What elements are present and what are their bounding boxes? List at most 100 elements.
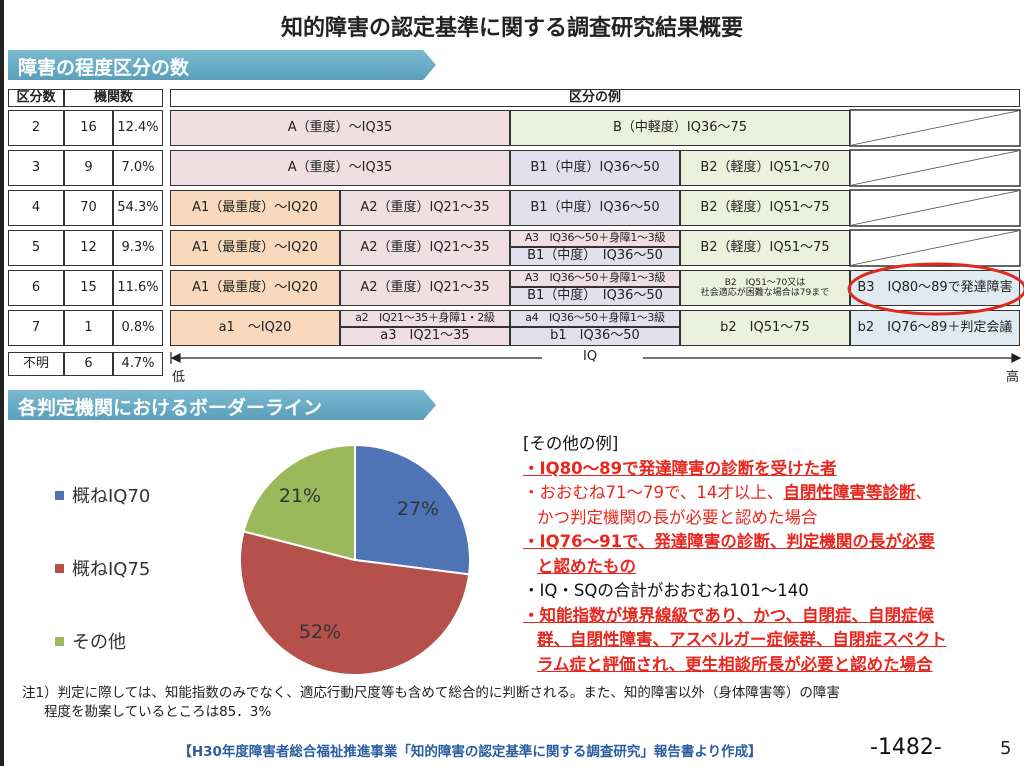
pie-legend: 概ねIQ70 概ねIQ75 その他 [55,482,150,654]
cell-b2-lower: b2 IQ51～75 [680,310,850,346]
axis-label-iq: IQ [583,349,598,364]
highlight-circle [847,262,1024,316]
cell-a3: A3 IQ36～50＋身障1～3級 [510,230,680,247]
row-count: 7 [8,310,64,346]
cell-a3-lower: a3 IQ21～35 [340,327,510,346]
page-number: 5 [1000,738,1012,759]
example-5-cont: 群、自閉性障害、アスペルガー症候群、自閉症スペクト [537,630,947,649]
cell-b1: B1（中度） IQ36～50 [510,287,680,306]
page-title: 知的障害の認定基準に関する調査研究結果概要 [280,16,743,41]
example-2-comma: 、 [915,483,932,502]
cell-a1: A1（最重度）～IQ20 [170,230,340,266]
cell-b2-line2: 社会適応が困難な場合は79まで [700,288,830,298]
cell-a1: A1（最重度）～IQ20 [170,190,340,226]
row-count: 5 [8,230,64,266]
row-agencies: 9 [64,150,113,186]
example-1: ・IQ80～89で発達障害の診断を受けた者 [523,458,837,478]
pie-chart: 27% 52% 21% [239,443,471,677]
row-percent: 54.3% [113,190,163,226]
cell-a1-lower: a1 ～IQ20 [170,310,340,346]
example-2-cont: かつ判定機関の長が必要と認めた場合 [537,507,818,527]
cell-b2: B2（軽度）IQ51～75 [680,230,850,266]
cell-b1: B1（中度）IQ36～50 [510,150,680,186]
table-overlay [170,109,1024,364]
legend-swatch [55,490,64,500]
example-5-cont2: ラム症と評価され、更生相談所長が必要と認めた場合 [537,654,933,674]
axis-low: 低 [172,370,186,385]
row-percent: 7.0% [113,150,163,186]
page-stamp: -1482- [870,735,942,760]
legend-swatch [55,636,64,646]
header-count: 区分数 [8,89,64,107]
row-agencies: 16 [64,110,113,146]
legend-label: その他 [72,632,126,653]
example-2-underlined: 自閉性障害等診断 [783,483,916,502]
row-agencies: 15 [64,270,113,306]
cell-a1: A1（最重度）～IQ20 [170,270,340,306]
cell-b2: B2 IQ51～70又は 社会適応が困難な場合は79まで [680,270,850,306]
row-percent: 0.8% [113,310,163,346]
pie-label: 52% [299,621,341,643]
row-agencies: 70 [64,190,113,226]
header-examples: 区分の例 [170,89,1020,107]
section-header-borderline: 各判定機関におけるボーダーライン [8,390,436,420]
example-3: ・IQ76～91で、発達障害の診断、判定機関の長が必要 [523,532,935,551]
pie-label: 27% [397,498,439,520]
footnote: 注1）判定に際しては、知能指数のみでなく、適応行動尺度等も含めて総合的に判断され… [22,684,840,722]
row-agencies: 1 [64,310,113,346]
row-percent: 11.6% [113,270,163,306]
row-agencies: 12 [64,230,113,266]
iq-axis-arrow [170,352,1022,364]
cell-a2: A2（重度）IQ21～35 [340,230,510,266]
legend-label: 概ねIQ70 [72,486,151,507]
row-count: 4 [8,190,64,226]
pie-slice-1 [239,530,471,677]
pie-slice-2 [242,443,356,562]
row-count: 不明 [8,352,64,376]
legend-swatch [55,563,64,573]
cell-b2: B2（軽度）IQ51～70 [680,150,850,186]
legend-item: 概ねIQ70 [55,482,150,508]
other-examples: [その他の例] ・IQ80～89で発達障害の診断を受けた者 ・おおむね71～79… [523,432,947,677]
pie-slice-0 [354,443,471,576]
footnote-line: 注1）判定に際しては、知能指数のみでなく、適応行動尺度等も含めて総合的に判断され… [22,685,840,701]
header-agencies: 機関数 [64,89,163,107]
footnote-line: 程度を勘案しているところは85．3% [44,704,272,720]
diagonal-line [851,110,1019,146]
cell-b: B（中軽度）IQ36～75 [510,110,850,146]
row-count: 2 [8,110,64,146]
cell-b1-lower: b1 IQ36～50 [510,327,680,346]
row-agencies: 6 [64,352,113,376]
example-5: ・知能指数が境界線級であり、かつ、自閉症、自閉症候 [523,605,935,625]
example-2: ・おおむね71～79で、14才以上、自閉性障害等診断、 [523,481,947,506]
cell-a2: A2（重度）IQ21～35 [340,270,510,306]
row-count: 3 [8,150,64,186]
row-percent: 9.3% [113,230,163,266]
left-border [0,0,4,766]
cell-b1: B1（中度）IQ36～50 [510,190,680,226]
cell-b2-line1: B2 IQ51～70又は [724,277,806,288]
cell-a3: A3 IQ36～50＋身障1～3級 [510,270,680,287]
section-header-categories: 障害の程度区分の数 [8,50,436,80]
example-3-cont: と認めたもの [537,556,636,576]
diagonal-line [851,190,1019,226]
cell-b3: B3 IQ80～89で発達障害 [850,270,1020,306]
source-citation: 【H30年度障害者総合福祉推進事業「知的障害の認定基準に関する調査研究」報告書よ… [178,744,762,760]
pie-label: 21% [279,485,321,507]
cell-a2: A2（重度）IQ21～35 [340,190,510,226]
other-heading: [その他の例] [523,434,619,453]
diagonal-line [851,150,1019,186]
legend-label: 概ねIQ75 [72,559,151,580]
cell-b2-judgement: b2 IQ76～89＋判定会議 [850,310,1020,346]
legend-item: その他 [55,628,150,654]
row-count: 6 [8,270,64,306]
legend-item: 概ねIQ75 [55,555,150,581]
cell-b1: B1（中度） IQ36～50 [510,247,680,266]
cell-a2-lower: a2 IQ21～35＋身障1・2級 [340,310,510,327]
cell-a4-lower: a4 IQ36～50＋身障1～3級 [510,310,680,327]
row-percent: 12.4% [113,110,163,146]
axis-high: 高 [1006,370,1020,385]
cell-a: A（重度）～IQ35 [170,150,510,186]
cell-a: A（重度）～IQ35 [170,110,510,146]
example-2-text: ・おおむね71～79で、14才以上、 [523,483,784,502]
